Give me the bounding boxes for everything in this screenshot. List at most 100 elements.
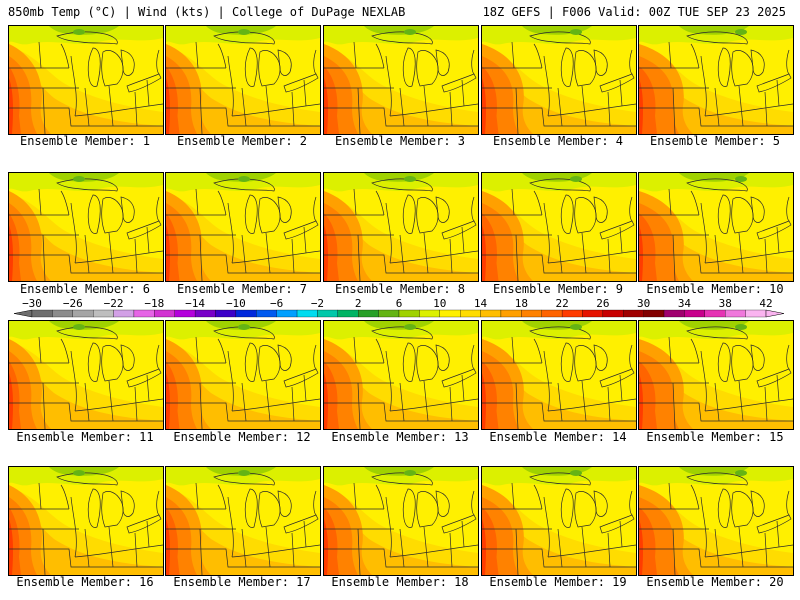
colorbar-tick-label: −22	[104, 297, 124, 310]
temperature-contour-map	[482, 173, 636, 281]
colorbar-segment	[113, 309, 135, 318]
colorbar-segment	[460, 309, 481, 318]
temperature-contour-map	[639, 173, 793, 281]
colorbar-segment	[725, 309, 746, 318]
colorbar-segment	[174, 309, 196, 318]
temperature-contour-map	[324, 26, 478, 134]
colorbar-tick-label: 30	[637, 297, 650, 310]
colorbar-segment	[623, 309, 644, 318]
colorbar-segment	[582, 309, 604, 318]
colorbar-tick-label: −26	[63, 297, 83, 310]
colorbar-segment	[215, 309, 237, 318]
ensemble-member-label: Ensemble Member: 18	[331, 575, 469, 589]
temperature-contour-map	[639, 26, 793, 134]
ensemble-member-label: Ensemble Member: 6	[19, 282, 151, 296]
colorbar-segment	[154, 309, 175, 318]
temperature-contour-map	[324, 467, 478, 575]
ensemble-member-map	[165, 25, 321, 135]
colorbar-segment	[521, 309, 542, 318]
colorbar-tick-label: −2	[311, 297, 324, 310]
colorbar-segment	[684, 309, 705, 318]
ensemble-member-label: Ensemble Member: 16	[16, 575, 154, 589]
colorbar-tick-label: 6	[396, 297, 403, 310]
ensemble-member-map	[323, 172, 479, 282]
ensemble-member-map	[8, 320, 164, 430]
temperature-contour-map	[166, 321, 320, 429]
ensemble-member-label: Ensemble Member: 11	[16, 430, 154, 444]
temperature-contour-map	[9, 26, 163, 134]
temperature-contour-map	[166, 173, 320, 281]
ensemble-member-label: Ensemble Member: 20	[646, 575, 784, 589]
ensemble-member-map	[323, 320, 479, 430]
ensemble-member-label: Ensemble Member: 1	[19, 134, 151, 148]
temperature-colorbar: −30 −26 −22 −18 −14 −10 −6 −2 2 6 10 14 18 22 26 30 34 38…	[14, 297, 785, 318]
colorbar-segment	[276, 309, 298, 318]
colorbar-tick-label: 34	[678, 297, 692, 310]
colorbar-segment	[358, 309, 379, 318]
ensemble-member-map	[638, 320, 794, 430]
ensemble-member-label: Ensemble Member: 4	[492, 134, 624, 148]
colorbar-segment	[93, 309, 114, 318]
ensemble-member-map	[638, 172, 794, 282]
ensemble-member-label: Ensemble Member: 17	[173, 575, 311, 589]
colorbar-segment	[643, 309, 665, 318]
ensemble-member-label: Ensemble Member: 15	[646, 430, 784, 444]
ensemble-member-map	[481, 466, 637, 576]
ensemble-member-label: Ensemble Member: 5	[649, 134, 781, 148]
colorbar-segment	[31, 309, 53, 318]
colorbar-left-arrow	[14, 309, 33, 318]
ensemble-member-label: Ensemble Member: 3	[334, 134, 466, 148]
temperature-contour-map	[9, 467, 163, 575]
temperature-contour-map	[166, 467, 320, 575]
ensemble-member-label: Ensemble Member: 8	[334, 282, 466, 296]
ensemble-member-map	[165, 172, 321, 282]
colorbar-segment	[194, 309, 216, 318]
temperature-contour-map	[482, 321, 636, 429]
ensemble-member-map	[8, 466, 164, 576]
ensemble-member-label: Ensemble Member: 2	[176, 134, 308, 148]
temperature-contour-map	[166, 26, 320, 134]
colorbar-segment	[419, 309, 440, 318]
ensemble-member-map	[481, 25, 637, 135]
colorbar-tick-label: −30	[22, 297, 42, 310]
colorbar-segment	[745, 309, 767, 318]
colorbar-tick-label: −18	[144, 297, 164, 310]
colorbar-segment	[663, 309, 685, 318]
colorbar-segment	[602, 309, 624, 318]
colorbar-segment	[398, 309, 420, 318]
temperature-contour-map	[9, 321, 163, 429]
ensemble-member-map	[323, 25, 479, 135]
temperature-contour-map	[324, 173, 478, 281]
colorbar-segment	[72, 309, 94, 318]
colorbar-tick-label: 26	[596, 297, 609, 310]
colorbar-segment	[500, 309, 522, 318]
ensemble-member-map	[323, 466, 479, 576]
temperature-contour-map	[9, 173, 163, 281]
colorbar-tick-label: 18	[515, 297, 528, 310]
colorbar-tick-label: −14	[185, 297, 205, 310]
colorbar-tick-label: 2	[355, 297, 362, 310]
temperature-contour-map	[639, 467, 793, 575]
ensemble-member-label: Ensemble Member: 10	[646, 282, 784, 296]
colorbar-segment	[378, 309, 400, 318]
colorbar-tick-label: 42	[759, 297, 772, 310]
ensemble-member-label: Ensemble Member: 7	[176, 282, 308, 296]
temperature-contour-map	[639, 321, 793, 429]
colorbar-segment	[337, 309, 359, 318]
colorbar-segment	[561, 309, 583, 318]
ensemble-member-label: Ensemble Member: 19	[489, 575, 627, 589]
temperature-contour-map	[324, 321, 478, 429]
colorbar-segment	[256, 309, 277, 318]
temperature-contour-map	[482, 26, 636, 134]
ensemble-member-label: Ensemble Member: 9	[492, 282, 624, 296]
colorbar-right-arrow	[765, 309, 785, 318]
chart-title: 850mb Temp (°C) | Wind (kts) | College o…	[8, 5, 406, 19]
ensemble-member-map	[638, 25, 794, 135]
colorbar-tick-label: 14	[474, 297, 488, 310]
colorbar-segment	[52, 309, 73, 318]
colorbar-segment	[133, 309, 155, 318]
colorbar-segment	[296, 309, 318, 318]
colorbar-tick-label: 10	[433, 297, 446, 310]
colorbar-segment	[541, 309, 563, 318]
ensemble-member-map	[165, 320, 321, 430]
